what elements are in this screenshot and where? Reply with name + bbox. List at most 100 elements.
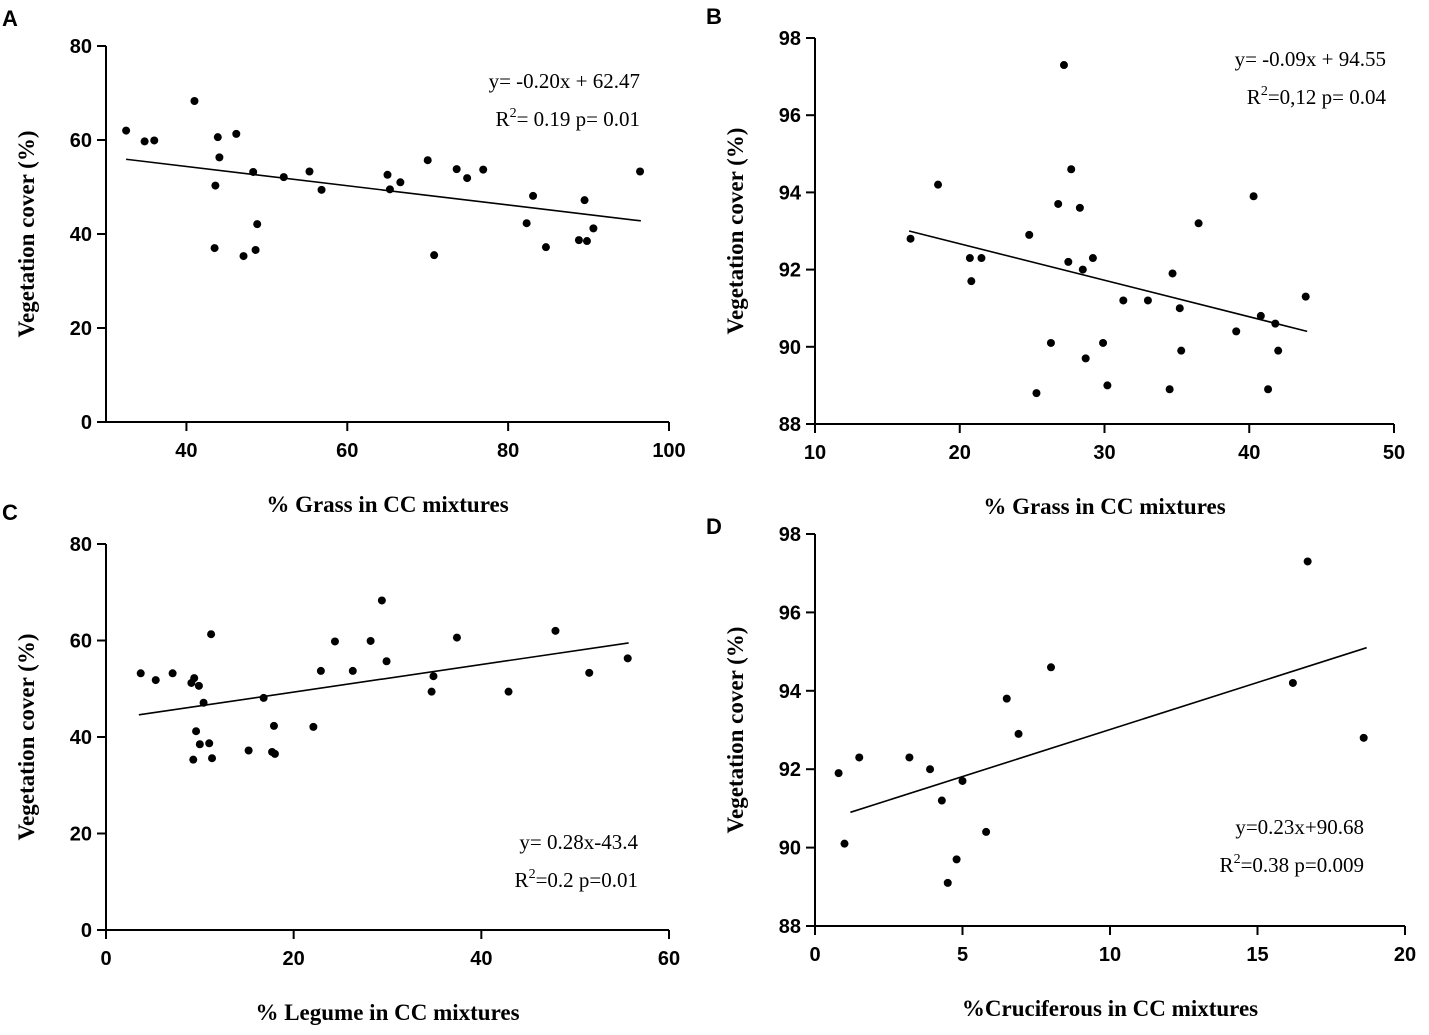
data-point (1046, 338, 1055, 347)
data-point (522, 219, 531, 228)
x-tick-label: 60 (658, 948, 680, 970)
data-point (982, 827, 991, 836)
data-point (589, 224, 598, 233)
r2-superscript: 2 (529, 867, 536, 882)
data-point (190, 674, 199, 683)
data-point (1103, 381, 1112, 390)
data-point (429, 672, 438, 681)
y-tick-label: 90 (779, 337, 801, 359)
x-tick-label: 30 (1093, 442, 1115, 464)
data-point (452, 165, 461, 174)
data-point (529, 191, 538, 200)
data-point (377, 596, 386, 605)
data-point (385, 185, 394, 194)
y-axis-title: Vegetation cover (%) (14, 131, 39, 338)
data-point (269, 721, 278, 730)
data-point (855, 753, 864, 762)
y-axis-title: Vegetation cover (%) (723, 128, 748, 335)
y-tick-label: 80 (70, 534, 92, 556)
r2-symbol: R (515, 868, 529, 892)
data-point (623, 654, 632, 663)
data-point (1047, 663, 1055, 672)
equation-label: y= 0.28x-43.4 (519, 830, 638, 854)
data-point (1175, 304, 1184, 313)
r2-value: =0,12 p= 0.04 (1268, 85, 1387, 109)
data-point (585, 668, 594, 677)
y-tick-label: 40 (70, 224, 92, 246)
data-point (1025, 230, 1034, 239)
data-point (259, 693, 268, 702)
data-point (1301, 292, 1310, 301)
x-tick-label: 50 (1383, 442, 1405, 464)
data-point (840, 839, 849, 848)
data-point (239, 252, 248, 261)
r2-label: R2= 0.19 p= 0.01 (496, 106, 640, 131)
x-tick-label: 0 (100, 948, 111, 970)
data-point (1143, 296, 1152, 305)
data-point (958, 776, 967, 785)
data-point (967, 277, 976, 286)
data-point (1249, 192, 1258, 201)
r2-symbol: R (496, 107, 510, 131)
data-point (463, 174, 472, 183)
panel-letter: A (2, 6, 18, 31)
data-point (194, 681, 203, 690)
x-tick-label: 80 (497, 440, 519, 462)
y-tick-label: 80 (70, 36, 92, 58)
y-axis-title: Vegetation cover (%) (723, 627, 748, 834)
data-point (427, 687, 436, 696)
data-point (213, 133, 222, 142)
y-axis-title: Vegetation cover (%) (14, 634, 39, 841)
data-point (1274, 346, 1283, 355)
data-point (330, 637, 339, 646)
x-tick-label: 20 (949, 442, 971, 464)
regression-line (850, 646, 1367, 814)
data-point (1232, 327, 1241, 336)
data-point (279, 173, 288, 182)
x-axis-title: % Grass in CC mixtures (266, 492, 508, 517)
data-point (1256, 311, 1265, 320)
regression-line (126, 158, 641, 222)
data-point (382, 657, 391, 666)
data-point (253, 220, 262, 229)
data-point (151, 676, 160, 685)
panel-a: A 0 20 40 60 80 40 60 80 100 % Grass in CC mixture… (2, 6, 686, 517)
r2-value: =0.38 p=0.009 (1241, 853, 1364, 877)
data-point (430, 251, 439, 260)
data-point (965, 254, 974, 263)
panel-letter: D (706, 514, 722, 539)
data-point (122, 126, 131, 135)
data-point (1264, 385, 1273, 394)
y-tick-label: 98 (779, 28, 801, 50)
data-point (366, 636, 375, 645)
y-tick-label: 88 (779, 916, 801, 938)
data-point (205, 739, 214, 748)
r2-superscript: 2 (1234, 852, 1241, 867)
panel-letter: B (706, 4, 722, 29)
data-point (396, 178, 405, 187)
panel-b: B 88 90 92 94 96 98 10 20 30 40 50 % Grass in CC mix… (706, 4, 1405, 519)
x-tick-label: 60 (336, 440, 358, 462)
y-tick-label: 96 (779, 105, 801, 127)
x-tick-label: 0 (809, 944, 820, 966)
data-point (348, 666, 357, 675)
r2-value: =0.2 p=0.01 (536, 868, 638, 892)
y-tick-label: 40 (70, 727, 92, 749)
data-point (215, 153, 224, 162)
x-tick-label: 40 (175, 440, 197, 462)
x-tick-label: 20 (1394, 944, 1416, 966)
data-point (943, 878, 952, 887)
r2-superscript: 2 (510, 106, 517, 121)
data-point (1194, 219, 1203, 228)
data-point (574, 236, 583, 245)
data-point (244, 746, 253, 755)
data-point (906, 234, 915, 243)
data-point (1288, 678, 1297, 687)
data-point (1054, 199, 1063, 208)
equation-label: y=0.23x+90.68 (1235, 815, 1364, 839)
data-point (317, 185, 326, 194)
data-point (232, 129, 241, 138)
y-tick-label: 92 (779, 759, 801, 781)
data-point (423, 156, 432, 165)
data-point (210, 244, 219, 253)
